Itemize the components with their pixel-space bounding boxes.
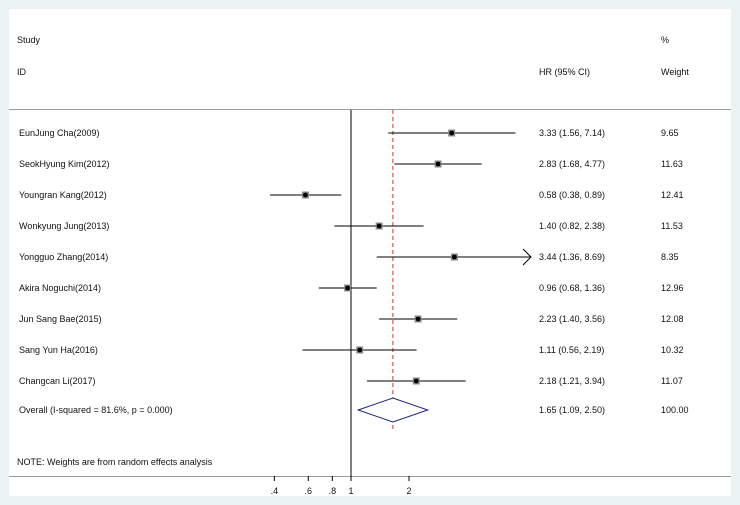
point-estimate bbox=[435, 161, 441, 167]
study-label: Yongguo Zhang(2014) bbox=[19, 252, 108, 262]
study-label: Youngran Kang(2012) bbox=[19, 190, 107, 200]
hr-ci-value: 2.23 (1.40, 3.56) bbox=[539, 314, 605, 324]
weight-value: 12.41 bbox=[661, 190, 684, 200]
plot-frame bbox=[9, 9, 731, 496]
x-tick-label: 2 bbox=[406, 486, 411, 496]
percent-header: % bbox=[661, 35, 670, 45]
point-estimate bbox=[303, 192, 308, 198]
header-divider bbox=[9, 109, 731, 110]
point-estimate bbox=[376, 223, 382, 229]
overall-diamond bbox=[356, 397, 430, 423]
hr-ci-value: 2.18 (1.21, 3.94) bbox=[539, 376, 605, 386]
point-estimate bbox=[451, 254, 457, 260]
weight-value: 11.53 bbox=[661, 221, 683, 231]
ci-arrow bbox=[522, 248, 532, 266]
id-header: ID bbox=[17, 67, 26, 77]
weight-value: 9.65 bbox=[661, 128, 679, 138]
point-estimate bbox=[415, 316, 421, 322]
study-label: SeokHyung Kim(2012) bbox=[19, 159, 110, 169]
study-label: EunJung Cha(2009) bbox=[19, 128, 100, 138]
x-tick-label: 1 bbox=[348, 486, 353, 496]
weight-value: 11.07 bbox=[661, 376, 683, 386]
weight-value: 11.63 bbox=[661, 159, 683, 169]
hr-ci-value: 2.83 (1.68, 4.77) bbox=[539, 159, 605, 169]
point-estimate bbox=[345, 285, 350, 291]
point-estimate bbox=[413, 378, 419, 384]
overall-weight-value: 100.00 bbox=[661, 405, 689, 415]
study-label: Jun Sang Bae(2015) bbox=[19, 314, 102, 324]
random-effects-note: NOTE: Weights are from random effects an… bbox=[17, 457, 213, 467]
weight-value: 12.96 bbox=[661, 283, 684, 293]
x-tick-label: .6 bbox=[304, 486, 312, 496]
study-label: Akira Noguchi(2014) bbox=[19, 283, 101, 293]
study-label: Changcan Li(2017) bbox=[19, 376, 96, 386]
hr-ci-value: 0.58 (0.38, 0.89) bbox=[539, 190, 605, 200]
weight-header: Weight bbox=[661, 67, 689, 77]
hr-ci-value: 1.40 (0.82, 2.38) bbox=[539, 221, 605, 231]
hr-ci-value: 0.96 (0.68, 1.36) bbox=[539, 283, 605, 293]
x-tick-label: .4 bbox=[271, 486, 279, 496]
hr-ci-value: 1.11 (0.56, 2.19) bbox=[539, 345, 604, 355]
point-estimate bbox=[357, 347, 363, 353]
study-label: Wonkyung Jung(2013) bbox=[19, 221, 109, 231]
overall-label: Overall (I-squared = 81.6%, p = 0.000) bbox=[19, 405, 173, 415]
point-estimate bbox=[449, 130, 455, 136]
overall-hr-ci-value: 1.65 (1.09, 2.50) bbox=[539, 405, 605, 415]
hr-ci-value: 3.33 (1.56, 7.14) bbox=[539, 128, 605, 138]
hr-ci-value: 3.44 (1.36, 8.69) bbox=[539, 252, 605, 262]
study-label: Sang Yun Ha(2016) bbox=[19, 345, 98, 355]
x-tick-label: .8 bbox=[329, 486, 337, 496]
weight-value: 12.08 bbox=[661, 314, 684, 324]
axis-baseline bbox=[9, 476, 731, 477]
hr-ci-header: HR (95% CI) bbox=[539, 67, 591, 77]
weight-value: 10.32 bbox=[661, 345, 684, 355]
weight-value: 8.35 bbox=[661, 252, 679, 262]
study-header: Study bbox=[17, 35, 41, 45]
